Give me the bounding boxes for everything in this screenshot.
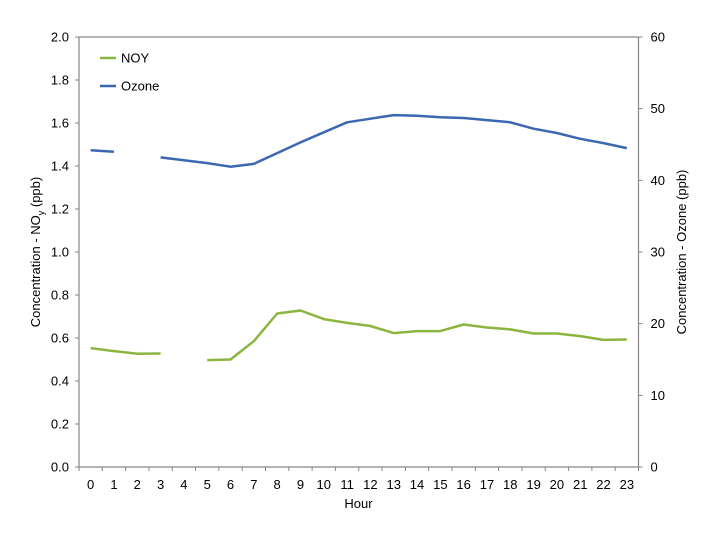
x-tick-label: 10: [317, 477, 331, 492]
left-y-axis-title-suffix: (ppb): [28, 177, 43, 211]
x-tick-label: 8: [274, 477, 281, 492]
x-tick-label: 2: [134, 477, 141, 492]
right-y-tick-label: 50: [651, 101, 665, 116]
x-tick-label: 5: [204, 477, 211, 492]
left-y-tick-label: 1.8: [51, 73, 69, 88]
left-y-tick-label: 2.0: [51, 30, 69, 45]
left-y-tick-label: 1.2: [51, 202, 69, 217]
legend-item-ozone: Ozone: [100, 79, 159, 94]
legend: NOY Ozone: [100, 51, 159, 94]
chart-axes: [78, 36, 640, 468]
left-y-axis-title-prefix: Concentration - NO: [28, 215, 43, 327]
right-y-tick-label: 0: [651, 460, 658, 475]
legend-label-noy: NOY: [121, 51, 150, 66]
left-y-tick-label: 1.6: [51, 116, 69, 131]
x-tick-label: 23: [620, 477, 634, 492]
right-y-tick-label: 30: [651, 245, 665, 260]
left-y-tick-label: 0.4: [51, 374, 69, 389]
x-tick-label: 4: [180, 477, 187, 492]
left-y-tick-label: 1.0: [51, 245, 69, 260]
x-tick-label: 18: [503, 477, 517, 492]
right-y-tick-label: 40: [651, 173, 665, 188]
x-tick-label: 9: [297, 477, 304, 492]
x-axis-ticks: 0 1 2 3 4 5 6 7 8 9 10 11 12 13 14 15 16 17 18 19 20 21 22 23: [78, 467, 639, 492]
left-y-tick-label: 0.2: [51, 417, 69, 432]
right-y-axis-title: Concentration - Ozone (ppb): [674, 170, 689, 335]
x-tick-label: 0: [87, 477, 94, 492]
series-lines: [90, 113, 628, 362]
x-tick-label: 7: [250, 477, 257, 492]
x-tick-label: 6: [227, 477, 234, 492]
right-y-tick-label: 10: [651, 388, 665, 403]
x-tick-label: 14: [410, 477, 424, 492]
x-tick-label: 1: [110, 477, 117, 492]
x-tick-label: 12: [363, 477, 377, 492]
left-y-tick-label: 1.4: [51, 159, 69, 174]
x-tick-label: 16: [456, 477, 470, 492]
left-y-axis-title-subscript: y: [36, 210, 46, 215]
x-tick-label: 15: [433, 477, 447, 492]
series-line-noy: [90, 346, 161, 355]
x-tick-label: 13: [386, 477, 400, 492]
left-y-tick-label: 0.0: [51, 460, 69, 475]
x-tick-label: 21: [573, 477, 587, 492]
x-tick-label: 22: [596, 477, 610, 492]
left-y-tick-label: 0.8: [51, 288, 69, 303]
legend-label-ozone: Ozone: [121, 79, 159, 94]
left-y-tick-label: 0.6: [51, 331, 69, 346]
right-y-axis-ticks: 0 10 20 30 40 50 60: [638, 30, 665, 475]
right-y-tick-label: 20: [651, 316, 665, 331]
x-tick-label: 3: [157, 477, 164, 492]
x-tick-label: 20: [550, 477, 564, 492]
series-line-noy: [207, 309, 627, 362]
x-axis-title: Hour: [344, 496, 373, 511]
x-tick-label: 19: [526, 477, 540, 492]
series-line-ozone: [160, 113, 628, 168]
series-line-ozone: [90, 148, 115, 153]
left-y-axis-ticks: 0.0 0.2 0.4 0.6 0.8 1.0 1.2 1.4 1.6 1.8 2.0: [51, 30, 79, 475]
x-tick-label: 11: [340, 477, 354, 492]
left-y-axis-title: Concentration - NOy (ppb): [28, 177, 46, 327]
x-tick-label: 17: [480, 477, 494, 492]
right-y-tick-label: 60: [651, 30, 665, 45]
legend-item-noy: NOY: [100, 51, 150, 66]
